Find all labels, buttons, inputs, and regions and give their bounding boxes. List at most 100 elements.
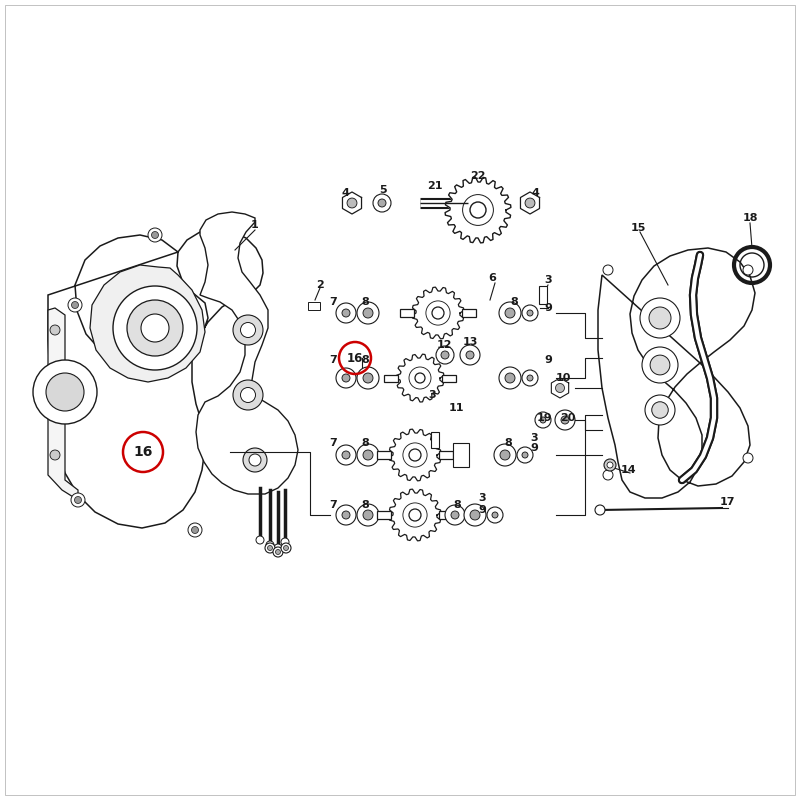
Text: 5: 5: [379, 185, 387, 195]
Circle shape: [432, 307, 444, 319]
Circle shape: [357, 504, 379, 526]
Circle shape: [141, 314, 169, 342]
Circle shape: [342, 309, 350, 317]
Circle shape: [336, 505, 356, 525]
Text: 2: 2: [316, 280, 324, 290]
Circle shape: [436, 346, 454, 364]
Circle shape: [645, 395, 675, 425]
Text: 7: 7: [329, 438, 337, 448]
Circle shape: [148, 228, 162, 242]
Bar: [439, 511, 453, 519]
Circle shape: [640, 298, 680, 338]
Text: 7: 7: [329, 297, 337, 307]
Circle shape: [522, 370, 538, 386]
Circle shape: [74, 497, 82, 503]
Circle shape: [561, 416, 569, 424]
Text: 9: 9: [544, 303, 552, 313]
Bar: [377, 451, 391, 459]
Circle shape: [71, 493, 85, 507]
Circle shape: [342, 451, 350, 459]
Circle shape: [241, 387, 255, 402]
Text: 9: 9: [530, 443, 538, 453]
Text: 3: 3: [530, 433, 538, 443]
Text: 8: 8: [453, 500, 461, 510]
Text: 15: 15: [630, 223, 646, 233]
Text: 9: 9: [478, 505, 486, 515]
Text: 1: 1: [251, 220, 259, 230]
Circle shape: [46, 373, 84, 411]
Circle shape: [342, 511, 350, 519]
Circle shape: [357, 444, 379, 466]
Text: 17: 17: [719, 497, 734, 507]
Circle shape: [113, 286, 197, 370]
Polygon shape: [412, 287, 464, 339]
Text: 6: 6: [488, 273, 496, 283]
Circle shape: [487, 507, 503, 523]
Circle shape: [555, 383, 565, 393]
Circle shape: [604, 459, 616, 471]
Bar: [384, 374, 398, 382]
Text: 3: 3: [544, 275, 552, 285]
Text: 16: 16: [134, 445, 153, 459]
Circle shape: [464, 504, 486, 526]
Bar: [377, 511, 391, 519]
Text: 4: 4: [531, 188, 539, 198]
Circle shape: [505, 308, 515, 318]
Circle shape: [275, 550, 281, 554]
Polygon shape: [389, 489, 441, 541]
Circle shape: [650, 355, 670, 375]
Text: 16: 16: [347, 351, 363, 365]
Circle shape: [233, 380, 263, 410]
Text: 8: 8: [361, 500, 369, 510]
Circle shape: [525, 198, 535, 208]
Polygon shape: [551, 378, 569, 398]
Polygon shape: [48, 230, 263, 528]
Circle shape: [347, 198, 357, 208]
Circle shape: [233, 315, 263, 345]
Text: 9: 9: [544, 355, 552, 365]
Text: 8: 8: [510, 297, 518, 307]
Circle shape: [33, 360, 97, 424]
Bar: [442, 374, 456, 382]
Circle shape: [492, 512, 498, 518]
Circle shape: [336, 445, 356, 465]
Text: 4: 4: [341, 188, 349, 198]
Polygon shape: [598, 248, 755, 498]
Text: 8: 8: [361, 297, 369, 307]
Bar: [431, 432, 439, 448]
Text: 14: 14: [620, 465, 636, 475]
Circle shape: [460, 345, 480, 365]
Circle shape: [451, 511, 459, 519]
Text: 10: 10: [555, 373, 570, 383]
Circle shape: [281, 543, 291, 553]
Text: 11: 11: [448, 403, 464, 413]
Text: 7: 7: [329, 500, 337, 510]
Circle shape: [445, 505, 465, 525]
Text: 3: 3: [428, 390, 436, 400]
Circle shape: [357, 302, 379, 324]
Text: 8: 8: [361, 438, 369, 448]
Circle shape: [409, 509, 421, 521]
Circle shape: [499, 302, 521, 324]
Circle shape: [409, 449, 421, 461]
Circle shape: [517, 447, 533, 463]
Circle shape: [188, 523, 202, 537]
Circle shape: [373, 194, 391, 212]
Circle shape: [470, 510, 480, 520]
Circle shape: [50, 325, 60, 335]
Circle shape: [555, 410, 575, 430]
Circle shape: [274, 544, 282, 552]
Circle shape: [522, 452, 528, 458]
Circle shape: [500, 450, 510, 460]
Text: 13: 13: [462, 337, 478, 347]
Circle shape: [607, 462, 613, 468]
Circle shape: [273, 547, 283, 557]
Circle shape: [267, 546, 273, 550]
Circle shape: [357, 367, 379, 389]
Circle shape: [649, 307, 671, 329]
Circle shape: [527, 310, 533, 316]
Circle shape: [505, 373, 515, 383]
Circle shape: [151, 231, 158, 238]
Text: 12: 12: [436, 340, 452, 350]
Circle shape: [363, 308, 373, 318]
